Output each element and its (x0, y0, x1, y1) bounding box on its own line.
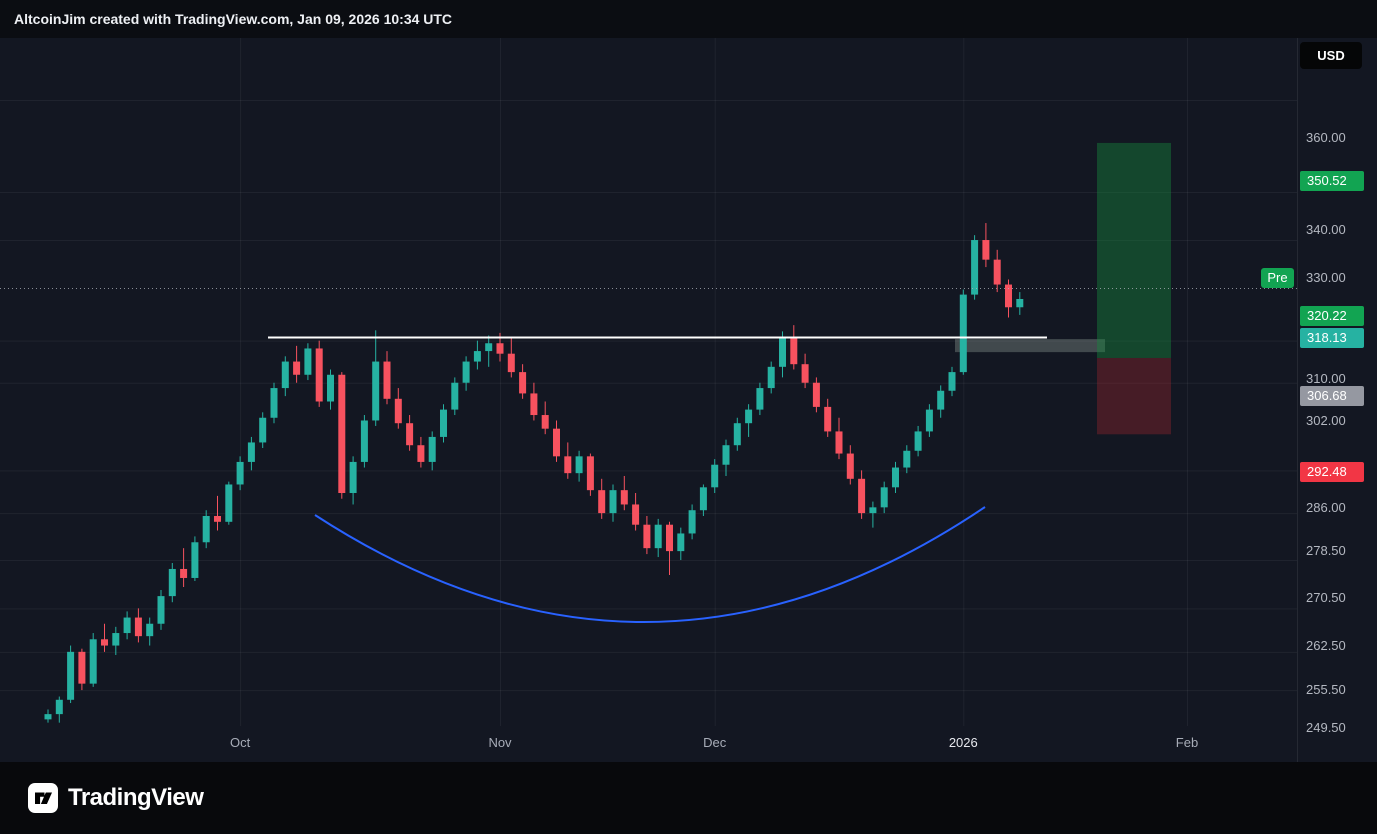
price-tick-label: 302.00 (1306, 412, 1346, 428)
time-axis-label: Dec (703, 735, 727, 750)
tradingview-logo-icon (28, 783, 58, 813)
price-badge-target-price: 350.52 (1300, 170, 1364, 191)
price-tick-label: 270.50 (1306, 590, 1346, 606)
time-axis-label: Oct (229, 735, 251, 750)
currency-badge[interactable]: USD (1300, 42, 1362, 69)
tradingview-brand-text: TradingView (68, 784, 204, 811)
chart-credit: AltcoinJim created with TradingView.com,… (14, 11, 453, 27)
price-tick-label: 286.00 (1306, 500, 1346, 516)
price-tick-label: 255.50 (1306, 681, 1346, 697)
price-tick-label: 340.00 (1306, 221, 1346, 237)
price-axis[interactable]: USD 360.00 340.00 330.00 310.00 302.00 286.00… (1297, 38, 1377, 762)
price-tick-label: 262.50 (1306, 638, 1346, 654)
time-axis-label: 2026 (948, 735, 978, 750)
premarket-flag: Pre (1261, 268, 1294, 289)
price-tick-label: 310.00 (1306, 370, 1346, 386)
page-footer: TradingView (0, 762, 1377, 834)
time-axis-label: Nov (488, 735, 512, 750)
time-axis[interactable]: Oct Nov Dec 2026 Feb (0, 726, 1297, 762)
tradingview-logo[interactable]: TradingView (28, 783, 204, 813)
chart-pane[interactable] (0, 38, 1297, 726)
price-tick-label: 330.00 (1306, 270, 1346, 286)
price-tick-label: 278.50 (1306, 543, 1346, 559)
price-badge-entry-price: 306.68 (1300, 385, 1364, 406)
price-badge-last-price: 318.13 (1300, 327, 1364, 348)
chart-header: AltcoinJim created with TradingView.com,… (0, 0, 1377, 38)
price-tick-label: 249.50 (1306, 720, 1346, 736)
time-axis-label: Feb (1175, 735, 1199, 750)
price-badge-stop-price: 292.48 (1300, 462, 1364, 483)
price-tick-label: 360.00 (1306, 130, 1346, 145)
price-badge-premarket-price: 320.22 (1300, 306, 1364, 327)
